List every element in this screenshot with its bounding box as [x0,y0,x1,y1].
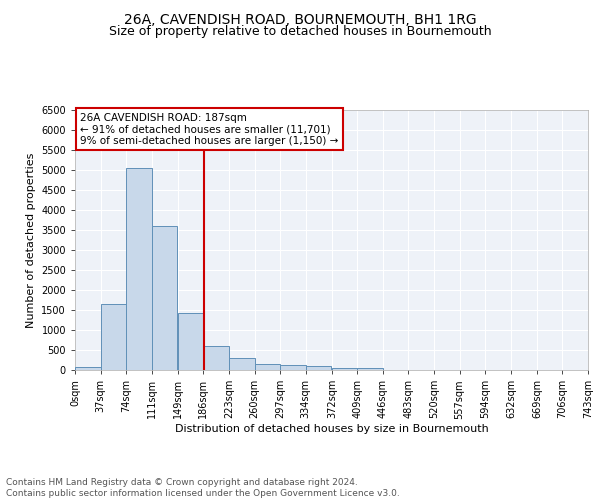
Text: Size of property relative to detached houses in Bournemouth: Size of property relative to detached ho… [109,25,491,38]
Text: Contains HM Land Registry data © Crown copyright and database right 2024.
Contai: Contains HM Land Registry data © Crown c… [6,478,400,498]
Bar [358,368,383,370]
Bar [254,364,280,370]
Bar [152,226,177,370]
Bar [126,168,152,370]
Text: 26A CAVENDISH ROAD: 187sqm
← 91% of detached houses are smaller (11,701)
9% of s: 26A CAVENDISH ROAD: 187sqm ← 91% of deta… [80,112,338,146]
Bar [332,368,358,370]
Bar [280,365,305,370]
Text: 26A, CAVENDISH ROAD, BOURNEMOUTH, BH1 1RG: 26A, CAVENDISH ROAD, BOURNEMOUTH, BH1 1R… [124,12,476,26]
X-axis label: Distribution of detached houses by size in Bournemouth: Distribution of detached houses by size … [175,424,488,434]
Bar [178,313,203,370]
Bar [75,367,101,370]
Y-axis label: Number of detached properties: Number of detached properties [26,152,35,328]
Bar [203,346,229,370]
Bar [305,366,331,370]
Bar [229,358,254,370]
Bar [101,304,126,370]
